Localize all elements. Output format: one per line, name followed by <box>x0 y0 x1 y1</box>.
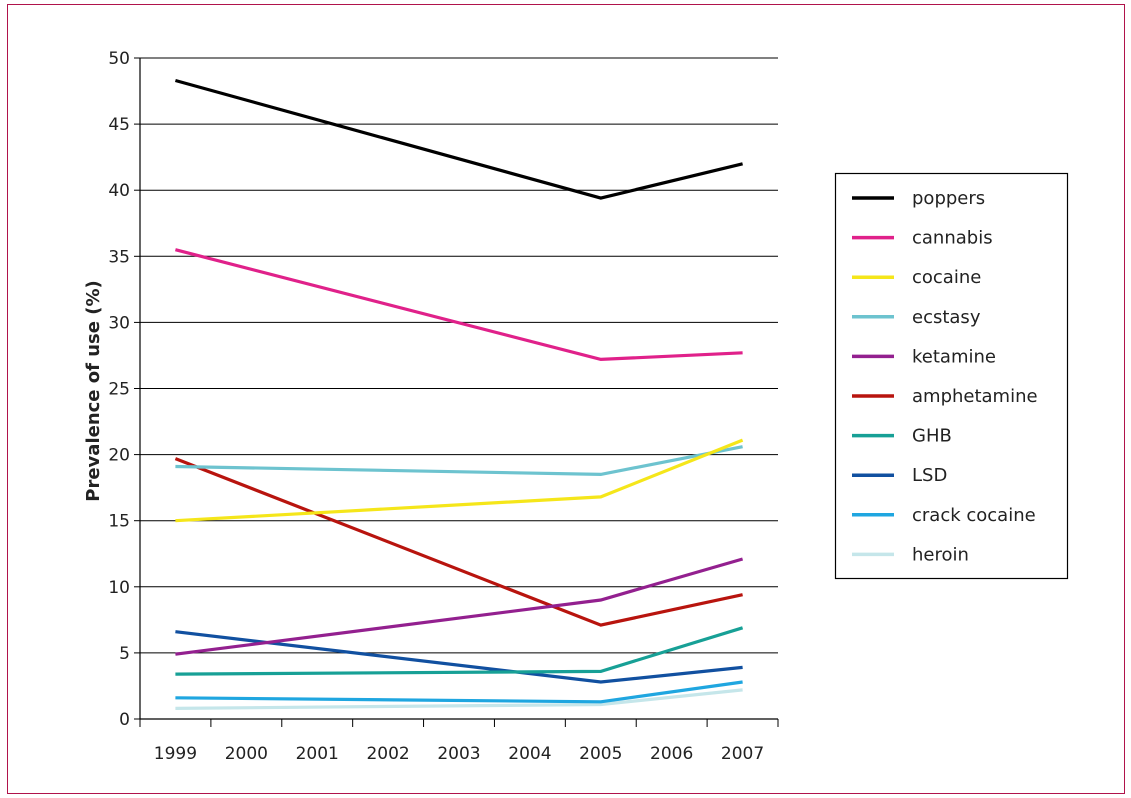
series-line-amphetamine <box>174 457 743 627</box>
y-tick-label: 40 <box>108 181 130 201</box>
x-tick-label: 2005 <box>579 744 622 764</box>
y-tick-label: 20 <box>108 446 130 466</box>
legend-label-ghb: GHB <box>912 426 952 447</box>
legend-label-heroin: heroin <box>912 544 969 565</box>
legend-label-poppers: poppers <box>912 188 985 209</box>
x-tick-label: 2000 <box>225 744 268 764</box>
legend-label-cannabis: cannabis <box>912 228 993 249</box>
y-tick-label: 35 <box>108 247 130 267</box>
x-tick-label: 2006 <box>650 744 693 764</box>
series-line-cocaine <box>175 438 744 523</box>
x-tick-label: 2004 <box>508 744 551 764</box>
y-tick-label: 15 <box>108 512 130 532</box>
x-tick-label: 2001 <box>296 744 339 764</box>
y-axis-title: Prevalence of use (%) <box>83 280 104 501</box>
legend-label-ketamine: ketamine <box>912 346 996 367</box>
frame-border <box>7 4 1125 794</box>
series-line-cannabis <box>175 248 743 362</box>
legend-label-amphetamine: amphetamine <box>912 386 1038 407</box>
x-tick-label: 2007 <box>721 744 764 764</box>
legend: poppers cannabis cocaine ecstasy ketamine amp… <box>852 188 1038 565</box>
series-line-ghb <box>175 626 744 676</box>
series-line-ketamine <box>175 557 744 656</box>
y-tick-label: 5 <box>119 644 130 664</box>
y-tick-label: 45 <box>108 115 130 135</box>
y-tick-label: 10 <box>108 578 130 598</box>
x-tick-label: 2002 <box>366 744 409 764</box>
legend-label-cocaine: cocaine <box>912 267 981 288</box>
series-line-crack-cocaine <box>175 680 743 704</box>
y-tick-label: 25 <box>108 380 130 400</box>
plot-area: 0 5 10 15 20 25 30 35 40 45 50 1999 2000 2001 2002 2003… <box>108 49 779 764</box>
legend-label-crack-cocaine: crack cocaine <box>912 505 1036 526</box>
series-line-ecstasy <box>175 445 743 477</box>
legend-label-ecstasy: ecstasy <box>912 307 981 328</box>
y-tick-label: 30 <box>108 313 130 333</box>
y-tick-label: 0 <box>119 710 130 730</box>
y-tick-label: 50 <box>108 49 130 69</box>
x-tick-label: 1999 <box>154 744 197 764</box>
series-line-poppers <box>174 78 743 200</box>
legend-box <box>834 172 1069 580</box>
series-line-lsd <box>175 630 743 684</box>
legend-label-lsd: LSD <box>912 465 947 486</box>
x-tick-label: 2003 <box>437 744 480 764</box>
series-line-heroin <box>175 688 743 710</box>
